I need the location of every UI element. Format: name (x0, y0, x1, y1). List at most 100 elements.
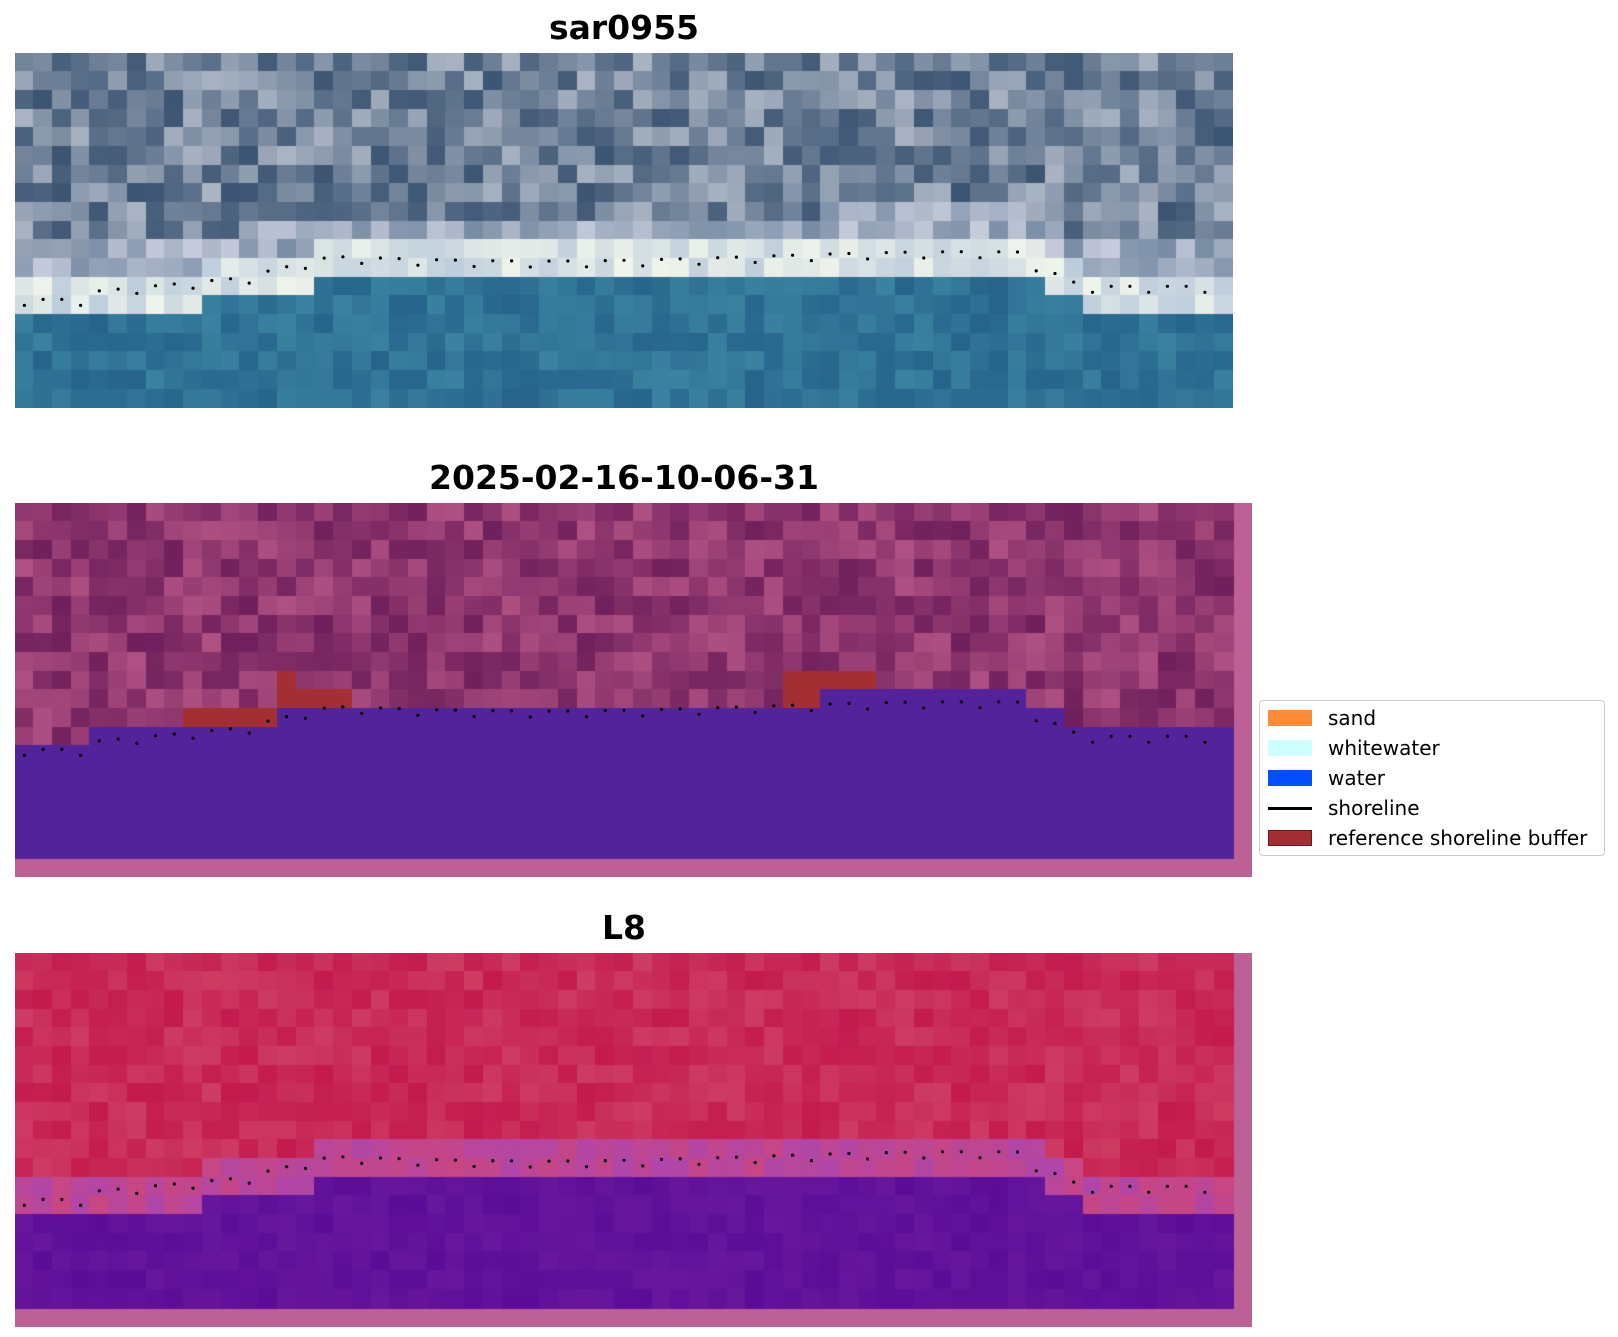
shoreline-point (116, 737, 120, 741)
panel-title-classified: 2025-02-16-10-06-31 (429, 458, 819, 497)
shoreline-point (303, 266, 307, 270)
shoreline-point (1015, 250, 1020, 254)
shoreline-point (959, 700, 963, 704)
shoreline-point (566, 709, 570, 713)
shoreline-point (1147, 1190, 1151, 1194)
shoreline-point (791, 1153, 795, 1157)
shoreline-point (903, 250, 907, 254)
shoreline-point (116, 1187, 120, 1191)
panel-title-index: L8 (602, 908, 646, 947)
shoreline-point (491, 1159, 495, 1163)
shoreline-point (397, 1157, 401, 1161)
shoreline-point (303, 716, 307, 720)
shoreline-point (584, 1165, 589, 1169)
shoreline-point (1109, 284, 1113, 288)
shoreline-point (828, 702, 832, 706)
shoreline-point (547, 259, 551, 263)
shoreline-point (60, 1197, 64, 1201)
shoreline-point (1109, 1184, 1113, 1188)
shoreline-point (322, 1156, 326, 1160)
shoreline-point (753, 1160, 757, 1165)
shoreline-point (1053, 1171, 1057, 1176)
shoreline-point (341, 705, 345, 709)
shoreline-point (753, 710, 757, 715)
shoreline-point (191, 1186, 195, 1190)
shoreline-point (978, 256, 982, 260)
shoreline-point (828, 252, 832, 256)
shoreline-point (959, 1150, 963, 1154)
shoreline-point (884, 251, 888, 255)
shoreline-point (1203, 1190, 1207, 1194)
shoreline-point (1072, 1180, 1076, 1184)
shoreline-point (22, 303, 26, 307)
shoreline-point (60, 297, 64, 301)
shoreline-point (266, 269, 270, 273)
whitewater-swatch (1268, 740, 1312, 756)
shoreline-point (978, 706, 982, 710)
sand-swatch (1268, 710, 1312, 726)
shoreline-point (210, 1178, 214, 1183)
shoreline-point (884, 701, 888, 705)
shoreline-point (1109, 734, 1113, 738)
shoreline-point (303, 1166, 307, 1170)
shoreline-point (903, 700, 907, 704)
shoreline-point (1184, 734, 1188, 738)
shoreline-point (622, 1158, 626, 1162)
shoreline-point (716, 1156, 720, 1160)
shoreline-point (285, 715, 289, 719)
shoreline-point (191, 286, 195, 290)
shoreline-point (866, 707, 870, 711)
shoreline-point (378, 1156, 382, 1160)
shoreline-point (228, 727, 233, 731)
shoreline-point (266, 719, 270, 723)
shoreline-point (153, 1184, 158, 1188)
shoreline-point (622, 258, 626, 262)
shoreline-point (1053, 721, 1057, 726)
legend-item-sand: sand (1260, 703, 1604, 733)
shoreline-point (659, 1157, 664, 1161)
index-image (15, 953, 1252, 1327)
shoreline-point (378, 706, 382, 710)
shoreline-point (397, 707, 401, 711)
shoreline-point (997, 700, 1001, 704)
shoreline-point (360, 1161, 364, 1165)
shoreline-point (772, 1154, 776, 1158)
shoreline-point (22, 753, 26, 757)
shoreline-point (1184, 1184, 1188, 1188)
shoreline-point (97, 289, 101, 293)
shoreline-point (1203, 290, 1207, 294)
shoreline-point (453, 708, 457, 712)
shoreline-point (1203, 740, 1207, 744)
shoreline-point (1053, 271, 1057, 276)
shoreline-point (791, 253, 795, 257)
shoreline-point (210, 278, 214, 283)
shoreline-point (1072, 280, 1076, 284)
legend-label-water: water (1328, 766, 1385, 790)
shoreline-point (978, 1156, 982, 1160)
shoreline-point (866, 257, 870, 261)
shoreline-point (584, 715, 589, 719)
shoreline-point (997, 1150, 1001, 1154)
shoreline-point (528, 265, 532, 269)
shoreline-point (547, 1159, 551, 1163)
shoreline-point (60, 747, 64, 751)
shoreline-point (734, 1155, 739, 1159)
shoreline-point (716, 256, 720, 260)
shoreline-point (659, 257, 664, 261)
shoreline-point (135, 741, 139, 745)
shoreline-point (472, 1164, 476, 1169)
rgb-image-panel (15, 53, 1233, 408)
shoreline-point (228, 277, 233, 281)
shoreline-point (772, 704, 776, 708)
shoreline-point (322, 706, 326, 710)
shoreline-point (641, 714, 645, 718)
legend: sand whitewater water shoreline referenc… (1259, 700, 1605, 856)
legend-label-reference-buffer: reference shoreline buffer (1328, 826, 1588, 850)
shoreline-point (1128, 284, 1132, 288)
shoreline-point (210, 728, 214, 733)
shoreline-point (566, 1159, 570, 1163)
shoreline-point (472, 714, 476, 719)
shoreline-point (341, 1155, 345, 1159)
shoreline-point (172, 732, 176, 736)
shoreline-point (922, 706, 926, 710)
